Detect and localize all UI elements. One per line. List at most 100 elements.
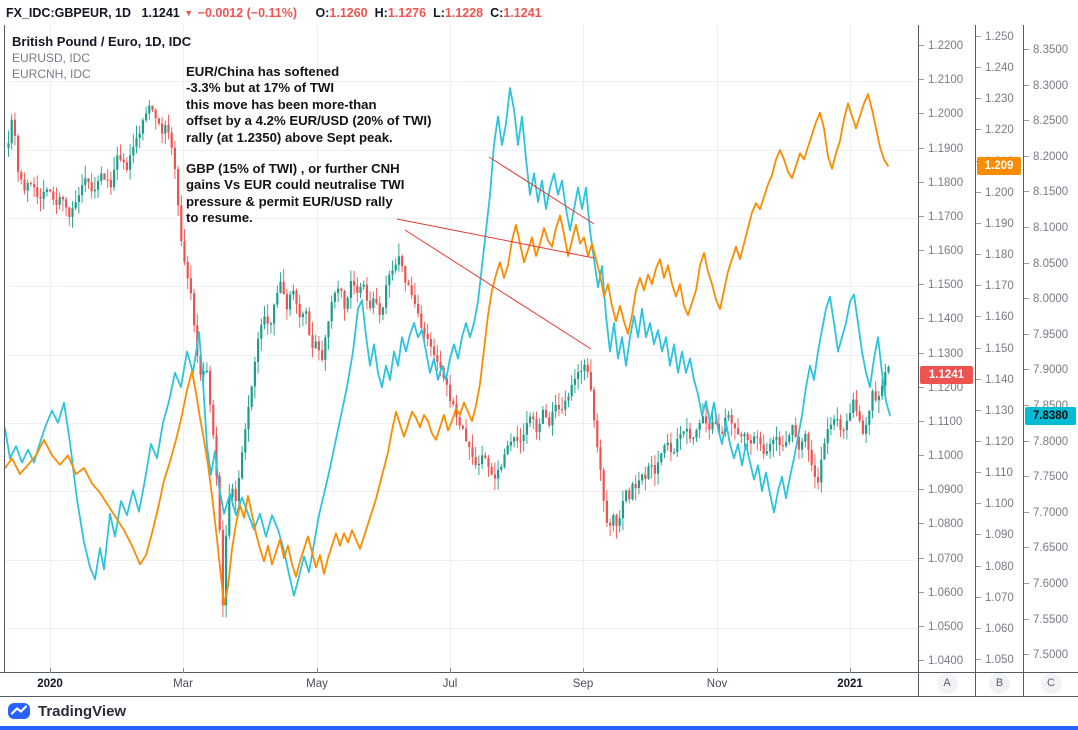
time-label-may: May [306,678,328,690]
time-label-nov: Nov [706,678,728,690]
annotation-line: EUR/China has softened [186,64,340,79]
axis-tick-label: 8.3500 [1024,44,1068,58]
ohlc-key: C: [490,6,504,20]
axis-tick-label: 1.160 [976,311,1014,325]
axis-tick-label: 1.0800 [919,518,963,532]
axis-tick-label: 1.120 [976,436,1014,450]
time-tick [183,668,184,673]
axis-tick-label: 1.230 [976,93,1014,107]
axis-tick-label: 1.080 [976,561,1014,575]
ohlc-key: H: [374,6,388,20]
axis-tick-label: 1.180 [976,249,1014,263]
axis-tick-label: 7.7000 [1024,507,1068,521]
tradingview-logo-text: TradingView [38,702,127,720]
axis-tick-label: 1.2100 [919,74,963,88]
ohlc-value: 1.1260 [329,6,368,20]
annotation-line: this move has been more-than [186,96,377,112]
axis-button-b[interactable]: B [989,673,1010,694]
time-axis[interactable]: 2020 Mar May Jul Sep Nov 2021 A B C [0,668,1078,697]
axis-tick-label: 1.090 [976,529,1014,543]
axis-tick-label: 7.5000 [1024,649,1068,663]
axis-tick-label: 1.050 [976,654,1014,668]
axis-tick-label: 1.1600 [919,245,963,259]
price-axis-b[interactable]: 1.2501.2401.2301.2201.2101.2001.1901.180… [975,25,1023,697]
axis-tick-label: 1.1400 [919,313,963,327]
eurusd-line[interactable] [4,93,889,606]
axis-tick-label: 1.200 [976,187,1014,201]
axis-separator [1023,25,1024,697]
axis-tick-label: 1.1700 [919,211,963,225]
trend-line[interactable] [404,229,592,350]
ohlc-value: 1.1241 [503,6,542,20]
axis-tick-label: 8.0500 [1024,258,1068,272]
axis-separator [975,25,976,697]
time-label-jul: Jul [442,678,458,690]
axis-tick-label: 1.140 [976,374,1014,388]
axis-tick-label: 1.1800 [919,177,963,191]
time-tick [50,668,51,673]
symbol-title[interactable]: FX_IDC:GBPEUR, 1D [6,6,132,20]
axis-tick-label: 1.1300 [919,348,963,362]
axis-tick-label: 8.0000 [1024,293,1068,307]
axis-tick-label: 1.250 [976,31,1014,45]
tradingview-logo[interactable]: TradingView [8,702,126,720]
axis-button-a[interactable]: A [936,673,958,694]
axis-tick-label: 8.2500 [1024,115,1068,129]
bottom-accent-bar [0,726,1078,730]
axis-tick-label: 1.1500 [919,279,963,293]
time-tick [850,668,851,673]
axis-tick-label: 1.0900 [919,484,963,498]
legend-main-symbol[interactable]: British Pound / Euro, 1D, IDC [12,34,192,49]
annotation-line: GBP (15% of TWI) , or further CNH [186,161,400,176]
axis-tick-label: 1.2000 [919,108,963,122]
price-label-a: 1.1241 [920,365,973,384]
axis-tick-label: 8.2000 [1024,151,1068,165]
axis-tick-label: 8.1500 [1024,186,1068,200]
axis-separator [918,25,919,697]
axis-tick-label: 1.0500 [919,621,963,635]
axis-tick-label: 1.0700 [919,553,963,567]
ohlc-key: O: [315,6,330,20]
price-axis-c[interactable]: 8.3500 8.3000 8.2500 8.2000 8.1500 8.1000 8.05… [1023,25,1078,697]
annotation-line: rally (at 1.2350) above Sept peak. [186,129,393,145]
price-change: −0.0012 (−0.11%) [197,6,298,20]
axis-tick-label: 8.3000 [1024,80,1068,94]
time-tick [583,668,584,673]
annotation-text-block-1[interactable]: EUR/China has softened -3.3% but at 17% o… [186,64,431,146]
time-label-2021: 2021 [837,678,863,690]
trend-line[interactable] [396,218,595,259]
axis-button-c[interactable]: C [1040,673,1062,694]
tradingview-logo-icon [8,703,30,719]
axis-tick-label: 1.110 [976,467,1013,481]
axis-tick-label: 7.6500 [1024,542,1068,556]
ohlc-values: O:1.1260 H:1.1276 L:1.1228 C:1.1241 [309,6,542,20]
annotation-line: pressure & permit EUR/USD rally [186,193,393,209]
time-tick [317,668,318,673]
axis-tick-label: 1.0600 [919,587,963,601]
axis-tick-label: 8.1000 [1024,222,1068,236]
time-label-mar: Mar [173,678,193,690]
trend-line-drawings[interactable] [396,156,595,350]
axis-tick-label: 1.130 [976,405,1014,419]
axis-tick-label: 1.1900 [919,143,963,157]
legend-overlay-eurcnh[interactable]: EURCNH, IDC [12,67,91,81]
ohlc-key: L: [433,6,445,20]
axis-tick-label: 1.0400 [919,655,963,669]
grid-lines [5,25,918,672]
chart-canvas[interactable] [0,25,918,697]
time-tick [450,668,451,673]
annotation-line: to resume. [186,210,253,226]
overlay-line-series [4,87,891,606]
last-price: 1.1241 [141,6,180,20]
eurcnh-line[interactable] [4,87,891,597]
axis-tick-label: 1.150 [976,343,1014,357]
axis-tick-label: 1.240 [976,62,1014,76]
annotation-text-block-2[interactable]: GBP (15% of TWI) , or further CNH gains V… [186,161,404,227]
trend-line[interactable] [488,156,595,225]
annotation-line: -3.3% but at 17% of TWI [186,80,335,96]
legend-overlay-eurusd[interactable]: EURUSD, IDC [12,51,91,65]
symbol-info-bar[interactable]: FX_IDC:GBPEUR, 1D 1.1241 ▼ −0.0012 (−0.1… [0,0,1078,25]
price-axis-a[interactable]: 1.2200 1.2100 1.2000 1.1900 1.1800 1.1700 1.16… [918,25,975,697]
axis-tick-label: 1.070 [976,592,1014,606]
